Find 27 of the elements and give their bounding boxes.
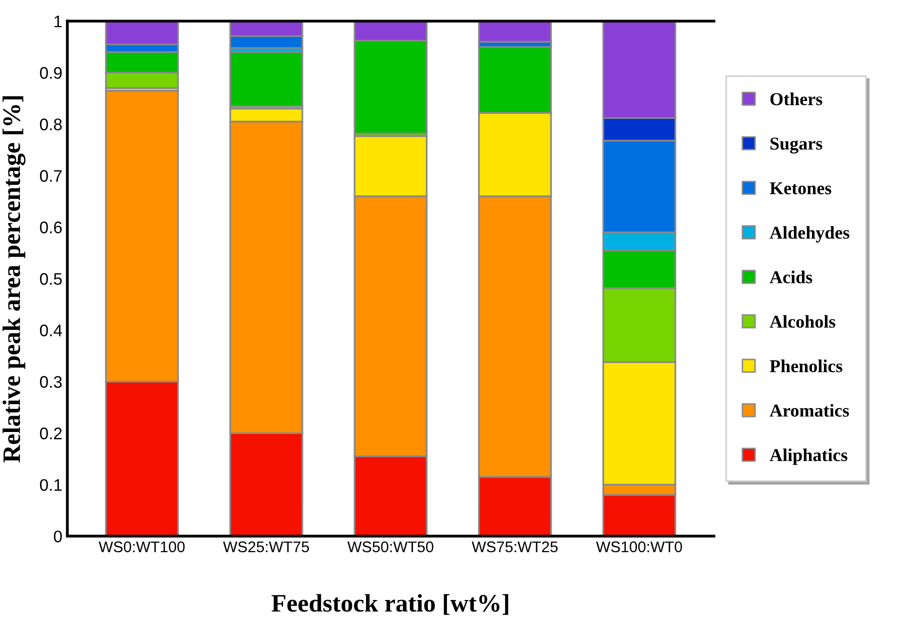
x-tick-label: WS100:WT0 [596, 541, 682, 552]
x-tick-label: WS75:WT25 [472, 541, 558, 552]
legend-label: Acids [770, 270, 812, 284]
y-tick-label: 0.8 [40, 118, 62, 130]
x-axis-title: Feedstock ratio [wt%] [272, 594, 508, 615]
x-tick-label: WS0:WT100 [98, 541, 185, 552]
y-tick-label: 0.2 [40, 428, 62, 440]
y-tick-label: 0.1 [40, 479, 62, 491]
y-tick-label: 0.3 [40, 376, 62, 388]
legend-label: Aldehydes [770, 226, 850, 243]
legend-label: Aliphatics [770, 448, 848, 465]
legend-label: Ketones [770, 182, 832, 194]
y-axis-title: Relative peak area percentage [%] [2, 96, 26, 462]
x-tick-label: WS50:WT50 [347, 541, 434, 552]
y-tick-label: 0.6 [40, 222, 62, 234]
y-tick-label: 0.4 [40, 324, 62, 336]
legend-label: Phenolics [770, 360, 842, 372]
y-tick-label: 0.7 [40, 170, 62, 182]
legend-label: Sugars [770, 138, 822, 154]
legend-label: Aromatics [770, 404, 849, 417]
y-tick-label: 1 [54, 16, 62, 28]
y-tick-label: 0.9 [40, 67, 62, 79]
legend-label: Alcohols [770, 315, 836, 328]
x-tick-label: WS25:WT75 [223, 541, 309, 552]
y-tick-label: 0 [54, 530, 62, 542]
legend-label: Others [770, 92, 822, 106]
y-tick-label: 0.5 [40, 273, 62, 285]
